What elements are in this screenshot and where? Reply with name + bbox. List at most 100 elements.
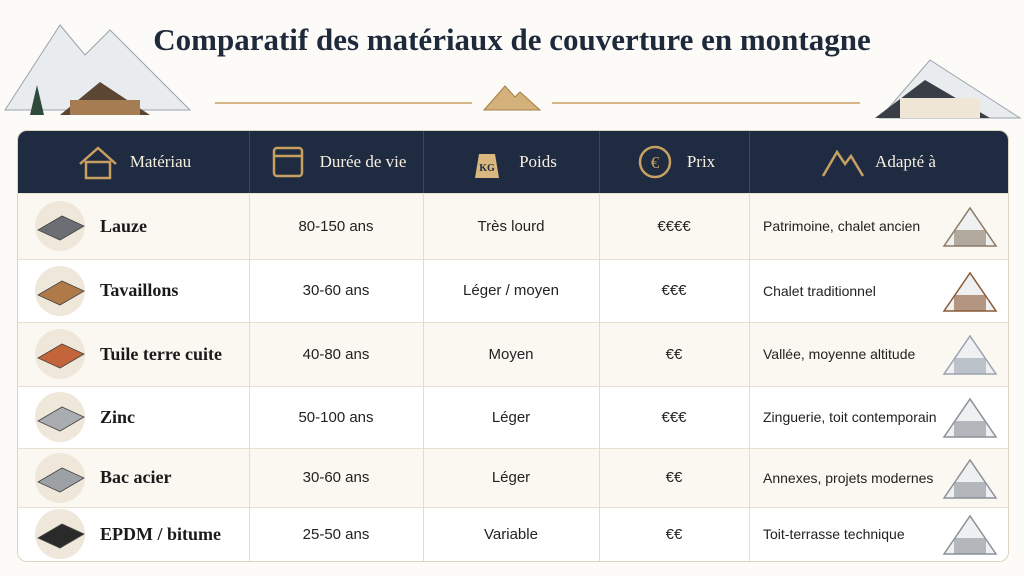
column-divider bbox=[249, 259, 250, 322]
table-cell: EPDM / bitume bbox=[18, 507, 249, 561]
column-header: Adapté à bbox=[749, 131, 1008, 193]
column-divider bbox=[599, 131, 600, 193]
table-cell: Vallée, moyenne altitude bbox=[749, 322, 1008, 386]
row-divider bbox=[18, 259, 1008, 260]
table-cell: Variable bbox=[484, 525, 538, 543]
scene-icon bbox=[942, 334, 998, 375]
row-bg bbox=[18, 448, 1008, 507]
table-cell: 30-60 ans bbox=[302, 469, 370, 486]
column-divider bbox=[249, 322, 250, 386]
material-icon bbox=[35, 392, 85, 442]
column-divider bbox=[249, 448, 250, 507]
table-cell: Bac acier bbox=[18, 448, 249, 507]
column-divider bbox=[599, 386, 600, 448]
column-divider bbox=[423, 193, 424, 259]
row-divider bbox=[18, 193, 1008, 194]
polyline bbox=[821, 149, 865, 177]
polygon bbox=[37, 280, 85, 305]
title: Comparatif des matériaux de couverture e… bbox=[153, 22, 871, 57]
polyline bbox=[78, 146, 117, 165]
decoration bbox=[4, 24, 1022, 119]
header-icon: € bbox=[638, 145, 672, 179]
column-divider bbox=[249, 131, 250, 193]
rect bbox=[954, 421, 986, 437]
column-divider bbox=[749, 386, 750, 448]
column-divider bbox=[423, 259, 424, 322]
column-divider bbox=[423, 322, 424, 386]
scene-icon bbox=[942, 458, 998, 499]
table-cell: Moyen bbox=[488, 345, 534, 363]
column-divider bbox=[749, 259, 750, 322]
column-divider bbox=[599, 259, 600, 322]
row-bg bbox=[18, 193, 1008, 259]
column-divider bbox=[423, 131, 424, 193]
material-icon bbox=[35, 509, 85, 559]
material-icon bbox=[35, 329, 85, 379]
material-icon bbox=[35, 265, 85, 316]
table-cell: Léger bbox=[491, 469, 531, 486]
column-divider bbox=[749, 193, 750, 259]
table-cell: Toit-terrasse technique bbox=[749, 507, 1008, 561]
table-cell: Tuile terre cuite bbox=[18, 322, 249, 386]
mountain-left bbox=[4, 24, 192, 111]
column-divider bbox=[749, 507, 750, 561]
polygon bbox=[37, 523, 85, 549]
rect bbox=[954, 538, 986, 554]
header-icon bbox=[78, 146, 117, 180]
column-divider bbox=[423, 448, 424, 507]
header-icon bbox=[272, 146, 303, 178]
table: Matériau Durée de vie KG Poids € Prix Adapté à… bbox=[17, 130, 1009, 562]
header-label: Poids bbox=[519, 152, 557, 171]
path bbox=[475, 154, 500, 178]
scene-icon bbox=[942, 397, 998, 438]
scene-icon bbox=[942, 514, 998, 555]
column-divider bbox=[249, 386, 250, 448]
table-cell: Lauze bbox=[18, 193, 249, 259]
circle bbox=[638, 145, 672, 179]
tree bbox=[30, 85, 44, 115]
material-icon bbox=[35, 201, 85, 251]
rect bbox=[954, 481, 986, 498]
row-divider bbox=[18, 507, 1008, 508]
column-divider bbox=[249, 507, 250, 561]
column-divider bbox=[599, 448, 600, 507]
polygon bbox=[37, 406, 85, 432]
column-header: € Prix bbox=[599, 131, 749, 193]
polygon bbox=[37, 467, 85, 492]
column-divider bbox=[599, 193, 600, 259]
table-cell: €€€ bbox=[661, 408, 687, 426]
table-cell: Patrimoine, chalet ancien bbox=[749, 193, 1008, 259]
table-cell: 30-60 ans bbox=[302, 282, 370, 299]
table-cell: 80-150 ans bbox=[298, 217, 374, 235]
header-icon: KG bbox=[475, 154, 500, 178]
table-cell: 50-100 ans bbox=[298, 408, 374, 426]
table-cell: Annexes, projets modernes bbox=[749, 448, 1008, 507]
column-divider bbox=[749, 131, 750, 193]
header-label: Adapté à bbox=[875, 152, 936, 171]
mountain-icon bbox=[482, 85, 542, 111]
table-cell: Tavaillons bbox=[18, 259, 249, 322]
table-cell: 40-80 ans bbox=[302, 345, 370, 363]
rect bbox=[954, 358, 986, 374]
table-cell: Zinc bbox=[18, 386, 249, 448]
rect bbox=[954, 294, 986, 311]
polygon bbox=[37, 215, 85, 241]
polygon bbox=[37, 343, 85, 369]
row-bg bbox=[18, 386, 1008, 448]
column-divider bbox=[423, 507, 424, 561]
column-divider bbox=[749, 322, 750, 386]
chalet-wall bbox=[70, 100, 140, 115]
column-divider bbox=[599, 507, 600, 561]
rect bbox=[84, 160, 112, 180]
row-divider bbox=[18, 322, 1008, 323]
table-cell: €€ bbox=[665, 525, 683, 543]
column-divider bbox=[423, 386, 424, 448]
table-cell: Chalet traditionnel bbox=[749, 259, 1008, 322]
table-cell: €€ bbox=[665, 469, 683, 486]
table-cell: €€ bbox=[665, 345, 683, 363]
header-icon bbox=[821, 149, 865, 177]
chalet-wall bbox=[900, 98, 980, 118]
column-header: KG Poids bbox=[423, 131, 599, 193]
